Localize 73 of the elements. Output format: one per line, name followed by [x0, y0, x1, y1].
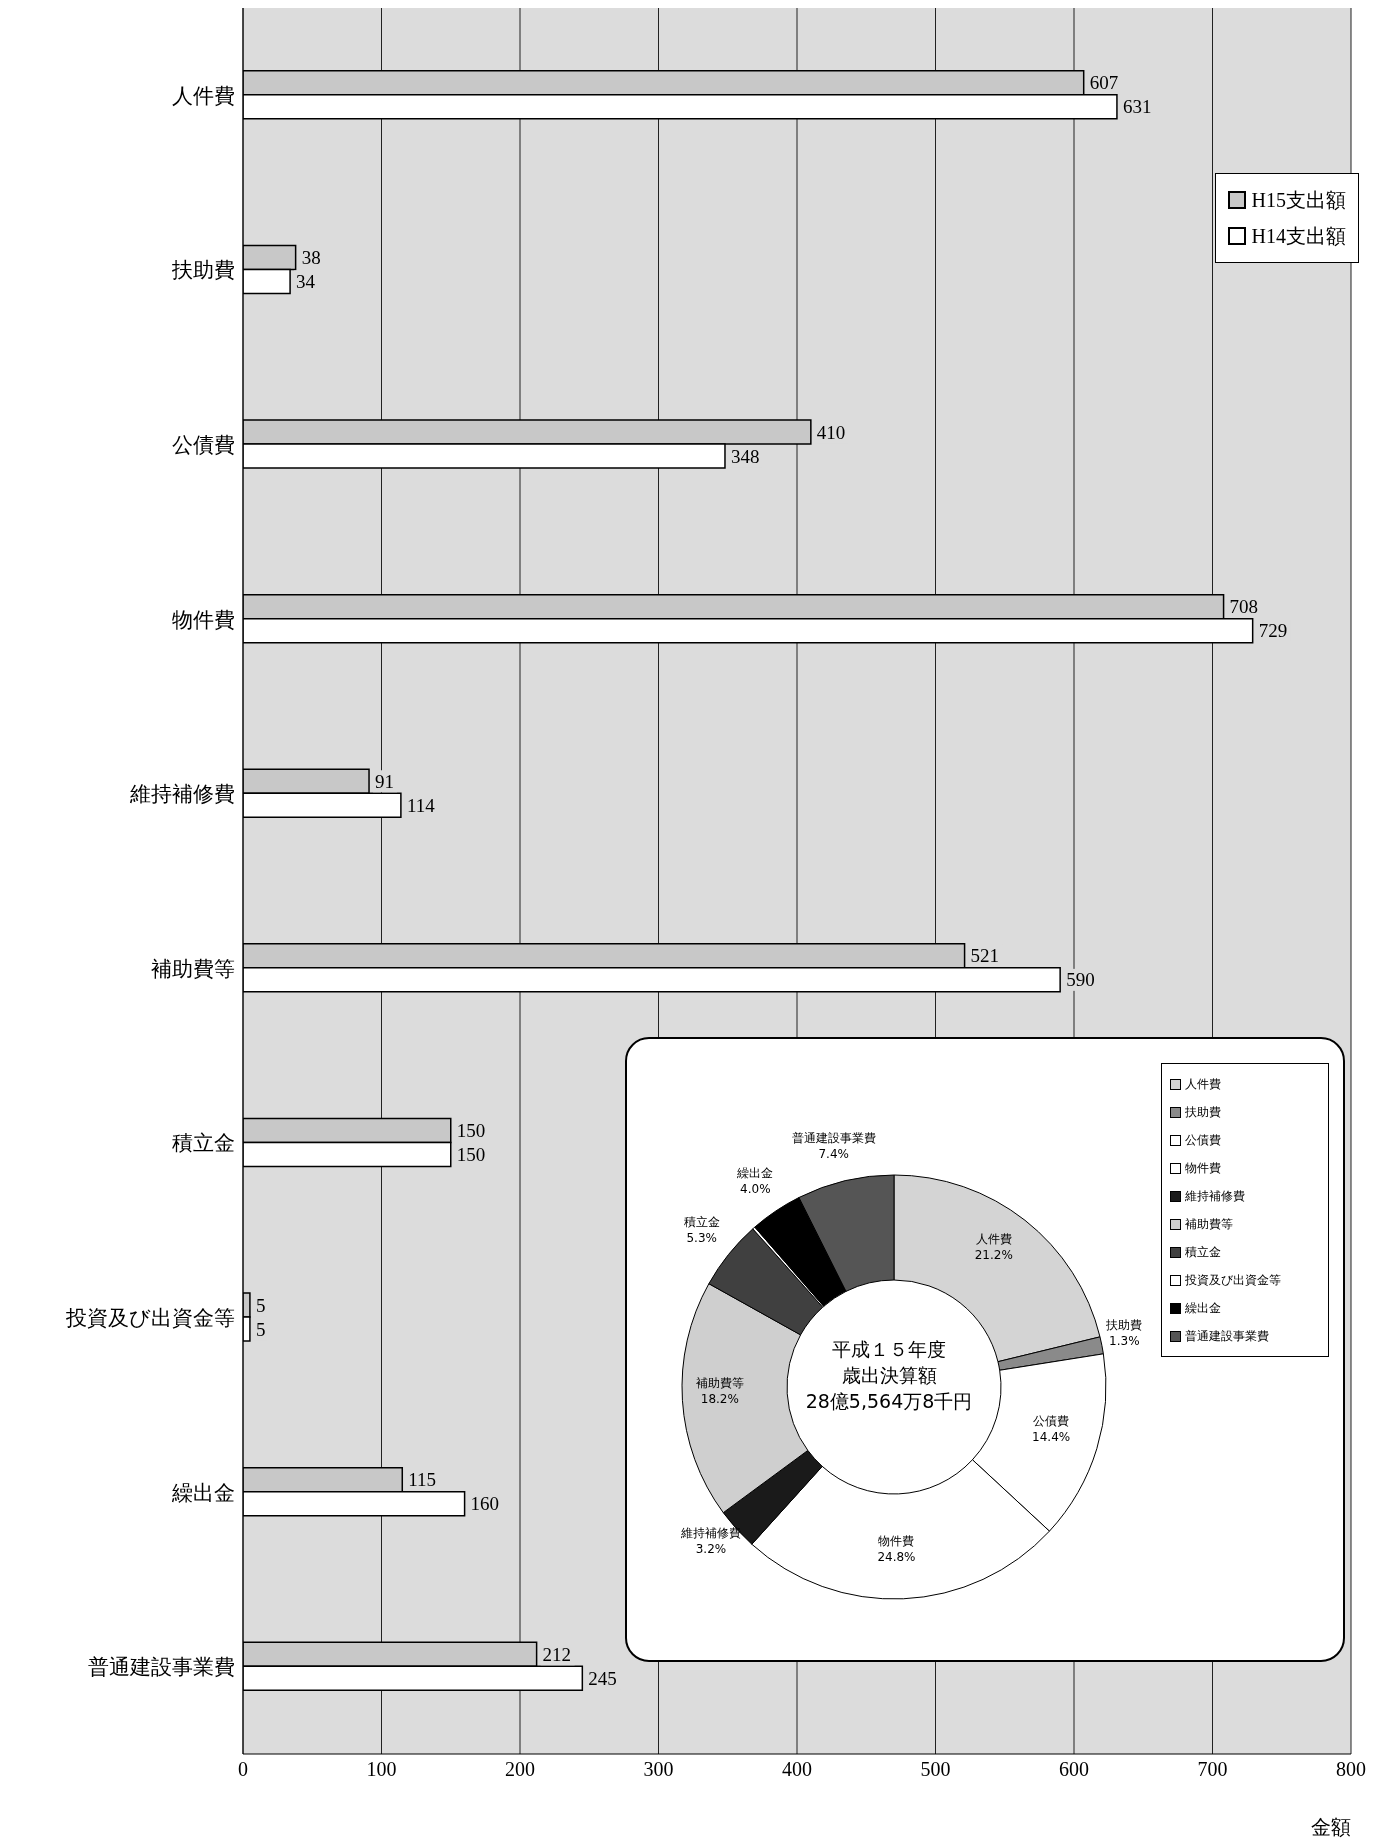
- data-label: 24.8%: [877, 1550, 916, 1565]
- y-tick-label: 公債費: [172, 432, 235, 457]
- data-label: 91: [375, 770, 395, 792]
- data-label: 114: [406, 794, 436, 816]
- legend-label: 人件費: [1185, 1076, 1221, 1093]
- data-label: 212: [542, 1643, 572, 1665]
- x-tick-label: 200: [505, 1758, 535, 1781]
- data-label: 245: [588, 1667, 617, 1689]
- y-tick-label: 繰出金: [171, 1480, 235, 1505]
- legend-label: H14支出額: [1251, 224, 1346, 249]
- annotation: 28億5,564万8千円: [805, 1390, 973, 1412]
- data-label: 150: [456, 1143, 486, 1165]
- slice-label: 人件費: [975, 1231, 1012, 1246]
- y-tick-label: 積立金: [172, 1131, 235, 1156]
- slice-label: 公債費: [1033, 1414, 1070, 1429]
- data-label: 160: [470, 1493, 500, 1515]
- data-label: 18.2%: [700, 1391, 739, 1406]
- legend-label: H15支出額: [1251, 188, 1346, 213]
- data-label: 631: [1122, 96, 1152, 118]
- data-label: 14.4%: [1032, 1430, 1071, 1445]
- data-label: 7.4%: [818, 1147, 849, 1162]
- slice-label: 維持補修費: [679, 1525, 741, 1540]
- legend-label: 維持補修費: [1185, 1188, 1245, 1205]
- data-label: 34: [296, 270, 316, 292]
- legend-label: 繰出金: [1185, 1300, 1221, 1317]
- data-label: 150: [456, 1119, 486, 1141]
- slice-label: 積立金: [683, 1214, 720, 1229]
- x-tick-label: 0: [238, 1758, 248, 1781]
- x-tick-label: 500: [920, 1758, 951, 1781]
- x-axis-title: 金額: [1311, 1816, 1351, 1838]
- y-tick-label: 維持補修費: [129, 782, 235, 807]
- data-label: 607: [1089, 72, 1119, 94]
- x-tick-label: 300: [643, 1758, 674, 1781]
- annotation: 平成１５年度: [832, 1338, 946, 1360]
- legend-label: 扶助費: [1185, 1104, 1221, 1121]
- x-tick-label: 600: [1059, 1758, 1089, 1781]
- x-tick-label: 100: [366, 1758, 397, 1781]
- data-label: 348: [730, 445, 760, 467]
- legend-label: 積立金: [1185, 1244, 1221, 1261]
- data-label: 708: [1229, 596, 1259, 618]
- y-tick-label: 補助費等: [151, 956, 235, 981]
- legend-label: 物件費: [1185, 1160, 1221, 1177]
- data-label: 590: [1066, 969, 1095, 991]
- annotation: 歳出決算額: [841, 1364, 937, 1386]
- y-tick-label: 扶助費: [171, 258, 235, 283]
- slice-label: 補助費等: [695, 1375, 744, 1390]
- x-tick-label: 800: [1336, 1758, 1366, 1781]
- y-tick-label: 物件費: [172, 607, 235, 632]
- legend-label: 普通建設事業費: [1185, 1328, 1269, 1345]
- data-label: 5: [255, 1318, 266, 1340]
- data-label: 521: [970, 945, 1000, 967]
- slice-label: 普通建設事業費: [791, 1131, 876, 1146]
- data-label: 4.0%: [740, 1181, 771, 1196]
- legend-label: 補助費等: [1185, 1216, 1233, 1233]
- data-label: 5.3%: [686, 1230, 717, 1245]
- y-tick-label: 普通建設事業費: [88, 1655, 235, 1680]
- data-label: 729: [1258, 620, 1288, 642]
- legend-label: 公債費: [1185, 1132, 1221, 1149]
- legend-label: 投資及び出資金等: [1185, 1272, 1281, 1289]
- x-tick-label: 700: [1197, 1758, 1228, 1781]
- data-label: 21.2%: [974, 1247, 1013, 1262]
- y-tick-label: 人件費: [172, 83, 235, 108]
- slice-label: 繰出金: [736, 1165, 774, 1180]
- y-tick-label: 投資及び出資金等: [65, 1305, 235, 1330]
- data-label: 1.3%: [1109, 1333, 1140, 1348]
- data-label: 410: [816, 421, 846, 443]
- slice-label: 扶助費: [1105, 1317, 1143, 1332]
- slice-label: 物件費: [878, 1534, 915, 1549]
- data-label: 3.2%: [695, 1541, 727, 1556]
- data-label: 115: [408, 1469, 437, 1491]
- data-label: 5: [255, 1294, 266, 1316]
- x-tick-label: 400: [782, 1758, 812, 1781]
- data-label: 38: [301, 246, 321, 268]
